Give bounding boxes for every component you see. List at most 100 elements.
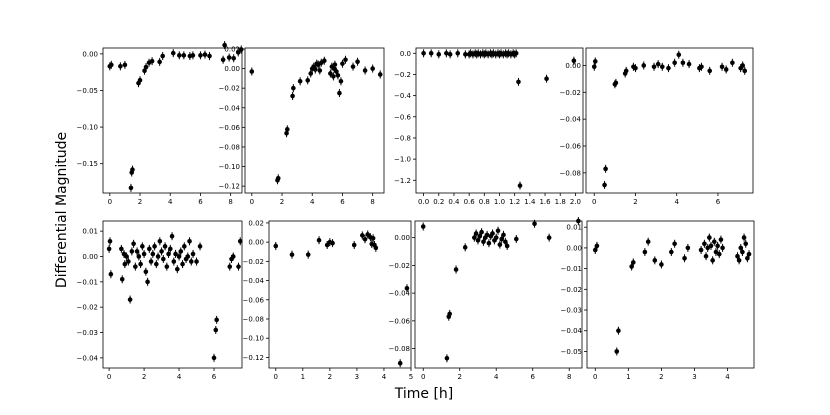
- data-point: [730, 60, 735, 66]
- data-series: [249, 55, 383, 185]
- data-point: [335, 73, 341, 78]
- data-point: [633, 65, 638, 71]
- data-point: [316, 237, 322, 243]
- y-tick-label: −0.02: [561, 286, 582, 294]
- data-point: [122, 261, 128, 267]
- data-series: [591, 50, 748, 189]
- data-point: [641, 63, 647, 68]
- y-tick-label: −0.2: [394, 71, 411, 79]
- y-axis-label: Differential Magnitude: [54, 132, 70, 288]
- data-point: [322, 58, 327, 64]
- data-point: [175, 266, 180, 272]
- y-tick-label: −0.04: [561, 327, 583, 335]
- data-point: [337, 90, 342, 96]
- data-point: [131, 241, 136, 247]
- data-point: [332, 62, 338, 67]
- x-tick-label: 1.4: [524, 198, 536, 206]
- data-point: [592, 59, 598, 64]
- data-point: [312, 67, 318, 72]
- data-point: [370, 66, 375, 71]
- data-point: [365, 232, 371, 237]
- x-tick-label: 1.6: [539, 198, 551, 206]
- data-point: [672, 241, 677, 247]
- data-series: [273, 230, 410, 368]
- y-tick-label: 0.00: [565, 62, 581, 70]
- data-point: [544, 76, 549, 81]
- data-point: [231, 55, 236, 61]
- data-point: [162, 244, 168, 249]
- y-tick-label: −0.12: [243, 354, 264, 362]
- data-point: [736, 258, 742, 263]
- y-tick-label: −0.06: [219, 124, 241, 132]
- data-point: [108, 271, 114, 277]
- data-point: [136, 254, 142, 259]
- data-point: [236, 264, 241, 269]
- data-point: [745, 255, 750, 261]
- y-tick-label: 0.00: [394, 234, 410, 242]
- y-tick-label: −0.12: [219, 183, 240, 191]
- y-tick-label: −0.10: [243, 335, 264, 343]
- y-tick-label: −0.01: [561, 265, 582, 273]
- data-point: [148, 259, 154, 264]
- x-tick-label: 0: [250, 198, 254, 206]
- data-point: [591, 64, 597, 70]
- data-point: [176, 254, 182, 259]
- data-point: [164, 264, 170, 269]
- data-point: [291, 85, 296, 91]
- data-point: [676, 52, 682, 58]
- x-tick-label: 6: [212, 373, 217, 381]
- y-tick-label: −0.02: [219, 85, 240, 93]
- data-point: [669, 249, 674, 255]
- data-point: [490, 231, 495, 236]
- x-tick-label: 2: [138, 198, 142, 206]
- data-point: [707, 235, 712, 240]
- x-tick-label: 3: [692, 373, 696, 381]
- x-tick-label: 8: [567, 373, 571, 381]
- x-tick-label: 4: [382, 373, 387, 381]
- data-point: [723, 67, 729, 72]
- y-tick-label: −0.03: [77, 329, 98, 337]
- data-point: [331, 74, 336, 79]
- data-point: [297, 79, 303, 84]
- axes-frame: [415, 47, 584, 194]
- data-point: [715, 243, 720, 249]
- data-point: [290, 93, 295, 99]
- data-point: [479, 229, 484, 235]
- data-point: [155, 254, 161, 259]
- data-point: [198, 53, 203, 58]
- subplot-3: 0.0 0.2 0.4 0.6 0.8 1.0 1.2 1.4 1.6 1.8 2.0 0.0 −0.2…: [394, 47, 584, 206]
- y-tick-label: 0.01: [82, 228, 98, 236]
- data-point: [472, 235, 477, 240]
- data-point: [712, 239, 717, 245]
- y-tick-label: 0.01: [566, 224, 582, 232]
- data-point: [503, 239, 508, 245]
- data-point: [166, 251, 171, 257]
- data-point: [571, 58, 577, 64]
- data-point: [340, 61, 345, 66]
- x-tick-label: 2: [328, 373, 332, 381]
- data-point: [666, 65, 671, 71]
- y-tick-label: −0.08: [560, 169, 581, 177]
- data-point: [362, 236, 368, 242]
- x-tick-label: 3: [355, 373, 359, 381]
- data-point: [289, 252, 295, 257]
- data-point: [532, 221, 537, 227]
- y-tick-label: −0.8: [394, 134, 411, 142]
- data-point: [493, 235, 499, 240]
- data-point: [238, 47, 244, 52]
- data-point: [235, 50, 241, 55]
- subplot-7: 0 2 4 6 8 0.00 −0.02 −0.04 −0.06 −0.08: [389, 217, 583, 381]
- y-tick-label: −0.06: [560, 143, 582, 151]
- y-tick-label: −0.04: [389, 290, 411, 298]
- y-tick-label: −0.06: [243, 296, 265, 304]
- x-tick-label: 1.0: [494, 198, 505, 206]
- data-point: [147, 246, 152, 252]
- data-point: [360, 233, 365, 238]
- y-tick-label: −0.04: [77, 354, 99, 362]
- data-point: [740, 249, 745, 255]
- data-point: [613, 80, 619, 86]
- data-point: [107, 238, 113, 244]
- data-point: [703, 253, 709, 259]
- y-tick-label: 0.02: [248, 219, 264, 227]
- data-point: [742, 68, 748, 74]
